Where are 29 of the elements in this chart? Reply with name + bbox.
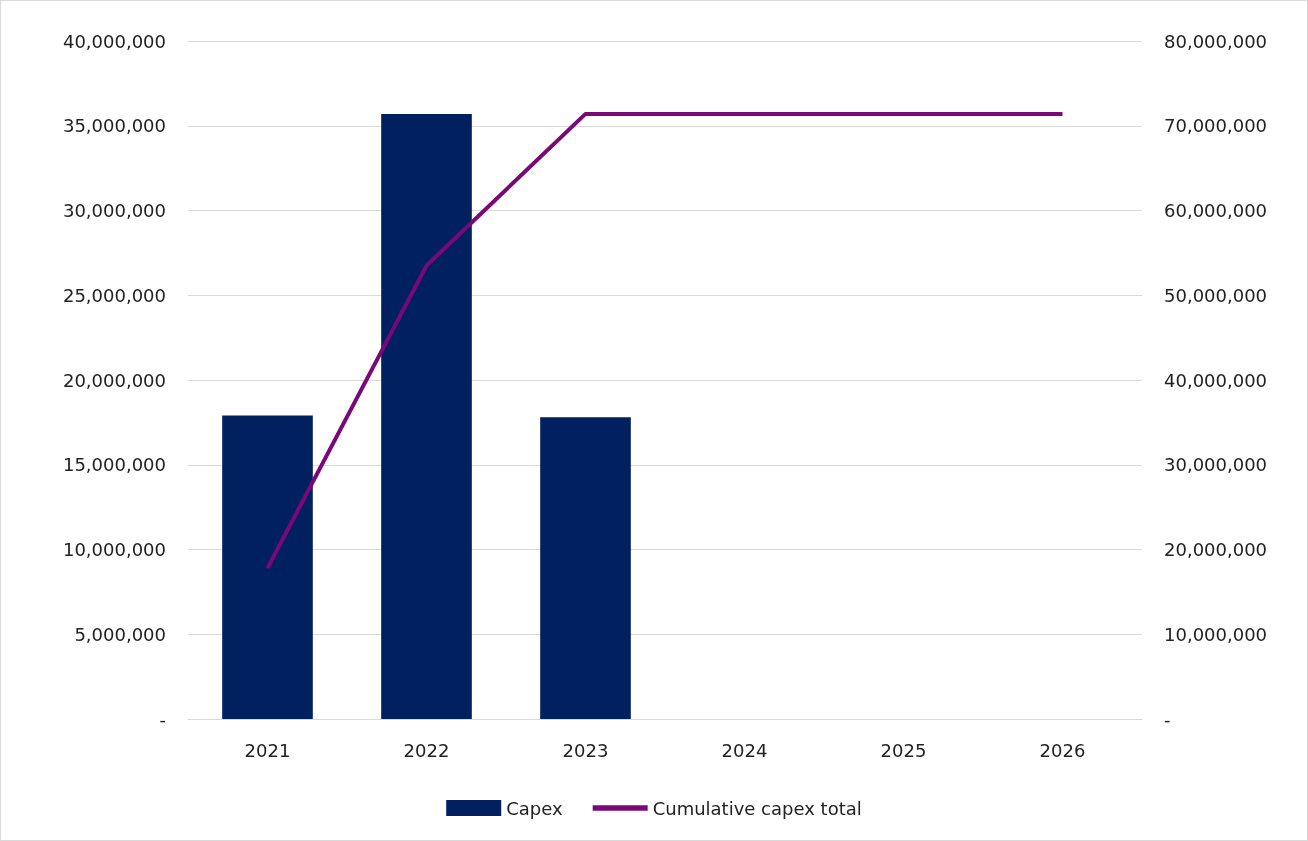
y2-tick-label: 20,000,000 (1164, 539, 1268, 560)
legend-label: Cumulative capex total (652, 797, 862, 819)
y-tick-label: 20,000,000 (62, 369, 166, 391)
y-tick-label: 25,000,000 (62, 284, 166, 306)
x-tick-label: 2022 (403, 739, 450, 761)
y2-tick-label: - (1164, 708, 1171, 730)
y2-tick-label: 10,000,000 (1164, 623, 1268, 645)
y2-tick-label: 40,000,000 (1164, 369, 1268, 391)
x-tick-label: 2024 (721, 739, 768, 761)
y-tick-label: 35,000,000 (62, 115, 166, 137)
x-tick-label: 2026 (1039, 739, 1086, 761)
bar (222, 415, 313, 719)
y2-tick-label: 60,000,000 (1164, 200, 1268, 221)
y2-tick-label: 70,000,000 (1164, 115, 1268, 137)
y2-tick-label: 50,000,000 (1164, 284, 1268, 306)
y-tick-label: 30,000,000 (62, 200, 166, 221)
x-tick-label: 2021 (244, 739, 291, 761)
y-tick-label: - (159, 708, 166, 730)
y2-tick-label: 30,000,000 (1164, 454, 1268, 476)
y-tick-label: 15,000,000 (62, 454, 166, 476)
y-tick-label: 40,000,000 (62, 30, 166, 52)
legend-label: Capex (506, 797, 564, 819)
x-tick-label: 2023 (562, 739, 609, 761)
y-tick-label: 5,000,000 (74, 623, 166, 645)
bar (540, 417, 631, 719)
y2-tick-label: 80,000,000 (1164, 30, 1268, 52)
x-tick-label: 2025 (880, 739, 927, 761)
bar (381, 113, 472, 719)
y-tick-label: 10,000,000 (62, 539, 166, 560)
